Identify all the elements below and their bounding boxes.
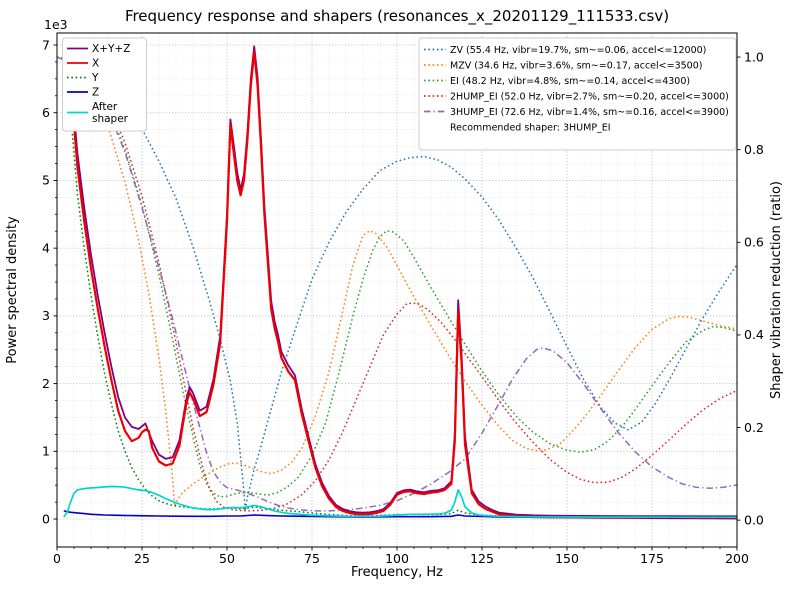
y-left-tick-label: 7 <box>42 37 50 52</box>
y-right-tick-label: 0.8 <box>744 142 764 157</box>
series-2hump-ei <box>57 56 737 512</box>
y-left-tick-label: 3 <box>42 308 50 323</box>
series-mzv <box>57 56 737 508</box>
x-tick-label: 0 <box>53 551 61 566</box>
x-tick-label: 200 <box>725 551 749 566</box>
legend-label-y: Y <box>91 72 99 84</box>
x-tick-label: 150 <box>555 551 579 566</box>
y-right-tick-label: 0.4 <box>744 327 764 342</box>
x-tick-label: 75 <box>304 551 320 566</box>
series-layer <box>57 45 737 520</box>
psd-legend-box <box>62 37 147 132</box>
legend-label-x: X <box>92 58 99 70</box>
y-left-tick-label: 1 <box>42 444 50 459</box>
shaper-legend-box <box>418 37 737 151</box>
chart-title: Frequency response and shapers (resonanc… <box>125 7 669 26</box>
y-left-tick-label: 4 <box>42 240 50 255</box>
legend-label-z: Z <box>92 87 99 99</box>
recommended-shaper-text: Recommended shaper: 3HUMP_EI <box>450 123 611 134</box>
legend-label-after-shaper: After <box>92 101 118 113</box>
y-left-tick-label: 2 <box>42 376 50 391</box>
y-left-tick-label: 5 <box>42 173 50 188</box>
y-right-tick-label: 1.0 <box>744 49 764 64</box>
legend-label-2hump-ei: 2HUMP_EI (52.0 Hz, vibr=2.7%, sm~=0.20, … <box>450 92 729 103</box>
ticks: 0 25 50 75 100 125 150 175 200 0 1 2 3 4 5 6 7 0.0 0.2 0.4 0… <box>42 37 764 566</box>
legend-label-after-shaper: shaper <box>92 113 129 125</box>
y-right-axis-label: Shaper vibration reduction (ratio) <box>769 181 784 399</box>
series-zv <box>57 56 737 512</box>
series-x <box>62 50 737 520</box>
x-axis-label: Frequency, Hz <box>351 565 443 580</box>
x-tick-label: 50 <box>219 551 235 566</box>
x-tick-label: 125 <box>470 551 494 566</box>
legend-label-xyz: X+Y+Z <box>92 43 130 55</box>
y-axis-offset-label: 1e3 <box>44 17 68 32</box>
y-right-tick-label: 0.6 <box>744 235 764 250</box>
legend-label-zv: ZV (55.4 Hz, vibr=19.7%, sm~=0.06, accel… <box>450 45 706 56</box>
legend-label-3hump-ei: 3HUMP_EI (72.6 Hz, vibr=1.4%, sm~=0.16, … <box>450 107 729 118</box>
y-right-tick-label: 0.0 <box>744 512 764 527</box>
shaper-legend: ZV (55.4 Hz, vibr=19.7%, sm~=0.06, accel… <box>418 37 737 151</box>
legend-label-mzv: MZV (34.6 Hz, vibr=3.6%, sm~=0.17, accel… <box>450 61 702 72</box>
x-tick-label: 100 <box>385 551 409 566</box>
series-ei <box>57 56 737 498</box>
y-left-tick-label: 0 <box>42 511 50 526</box>
y-left-axis-label: Power spectral density <box>5 216 20 364</box>
legend-label-ei: EI (48.2 Hz, vibr=4.8%, sm~=0.14, accel<… <box>450 76 690 87</box>
x-tick-label: 25 <box>134 551 150 566</box>
x-tick-label: 175 <box>640 551 664 566</box>
y-left-tick-label: 6 <box>42 105 50 120</box>
y-right-tick-label: 0.2 <box>744 420 764 435</box>
series-after-shaper <box>63 485 737 519</box>
grid <box>57 33 737 547</box>
